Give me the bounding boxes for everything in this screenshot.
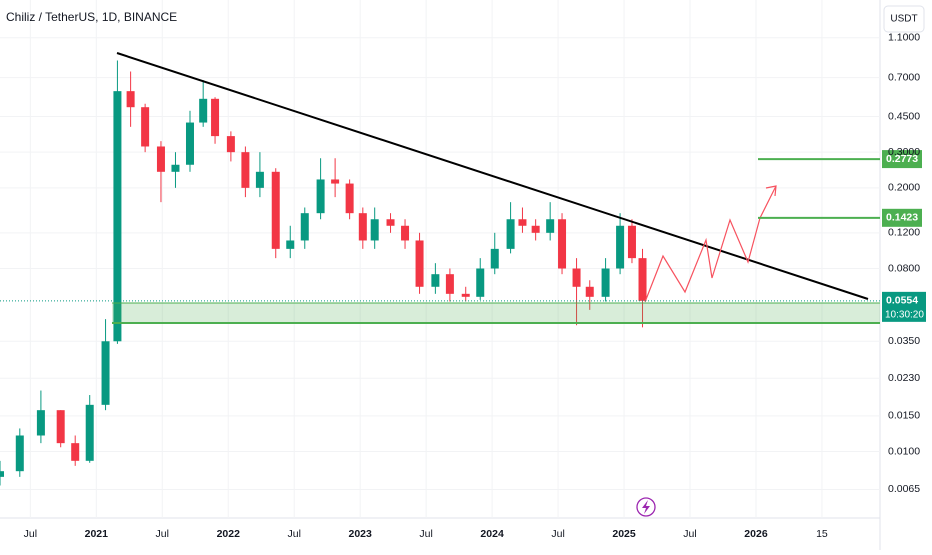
y-tick-label: 0.3000 [888,146,920,158]
x-tick-label: 2025 [612,528,636,540]
candle-body [370,219,379,241]
y-tick-label: 0.0065 [888,483,920,495]
x-tick-label: Jul [287,528,300,540]
y-tick-label: 0.1200 [888,227,920,239]
projection-arrow [765,185,777,197]
y-tick-label: 0.0350 [888,335,920,347]
x-tick-label: Jul [24,528,37,540]
candle-body [358,213,367,241]
candle-body [85,404,94,461]
y-tick-label: 0.0100 [888,445,920,457]
target-label: 0.2773 [886,153,918,165]
candle-body [386,219,395,226]
countdown: 10:30:20 [885,309,924,320]
candle-body [331,179,340,184]
x-tick-label: 2024 [480,528,504,540]
candle-body [616,225,625,269]
x-tick-label: 2023 [349,528,373,540]
x-tick-label: Jul [156,528,169,540]
symbol-title: Chiliz / TetherUS, 1D, BINANCE [6,10,177,24]
levels: 0.2773 0.1423 0.0554 10:30:20 [0,150,926,322]
candle-body [15,435,24,472]
candle-body [476,268,485,297]
candle-body [572,268,581,287]
candle-body [316,179,325,214]
candle-body [585,286,594,297]
y-tick-label: 1.1000 [888,32,920,44]
target-label: 0.1423 [886,212,918,224]
candle-body [271,171,280,249]
candle-body [401,225,410,241]
candle-body [255,171,264,188]
candle-body [546,219,555,233]
candle-body [71,443,80,461]
candle-body [171,164,180,172]
y-tick-label: 0.2000 [888,182,920,194]
candle-body [461,293,470,297]
trendline [116,52,869,300]
candle-body [300,213,309,241]
candle-body [56,410,65,444]
candle-body [141,107,150,147]
currency-label[interactable]: USDT [890,14,917,25]
candle-body [241,152,250,188]
candle-body [518,219,527,226]
candle-body [199,98,208,123]
y-tick-label: 0.0800 [888,262,920,274]
y-tick-label: 0.0150 [888,410,920,422]
candle-body [415,240,424,287]
candle-body [490,248,499,269]
candle-body [101,341,110,405]
candle-body [638,258,647,301]
x-tick-label: 15 [816,528,828,540]
lightning-glyph [642,500,650,514]
candle-body [345,183,354,214]
candle-body [431,274,440,287]
candle-body [286,240,295,249]
candle-body [531,225,540,233]
candle-body [506,219,515,249]
candle-body [211,98,220,137]
candle-body [226,136,235,153]
last-price-box [882,291,926,322]
y-tick-label: 0.0230 [888,372,920,384]
target-label-box [882,208,922,227]
y-tick-label: 0.4500 [888,110,920,122]
candle-body [627,225,636,259]
candles [0,60,647,486]
x-tick-label: Jul [419,528,432,540]
candle-body [445,274,454,294]
candle-body [36,410,45,436]
x-tick-label: 2021 [85,528,109,540]
candle-body [558,219,567,269]
candle-body [156,146,165,172]
candle-body [601,268,610,297]
candle-body [126,91,135,108]
x-tick-label: Jul [551,528,564,540]
x-tick-label: 2022 [217,528,241,540]
candle-body [0,471,4,477]
support-zone [112,303,880,323]
x-tick-label: 2026 [744,528,768,540]
target-label-box [882,150,922,169]
last-price-label: 0.0554 [886,295,918,307]
currency-button[interactable] [883,5,925,33]
y-tick-label: 0.7000 [888,71,920,83]
projection-path [644,185,777,303]
candle-body [185,122,194,165]
candle-body [113,91,122,342]
x-tick-label: Jul [683,528,696,540]
